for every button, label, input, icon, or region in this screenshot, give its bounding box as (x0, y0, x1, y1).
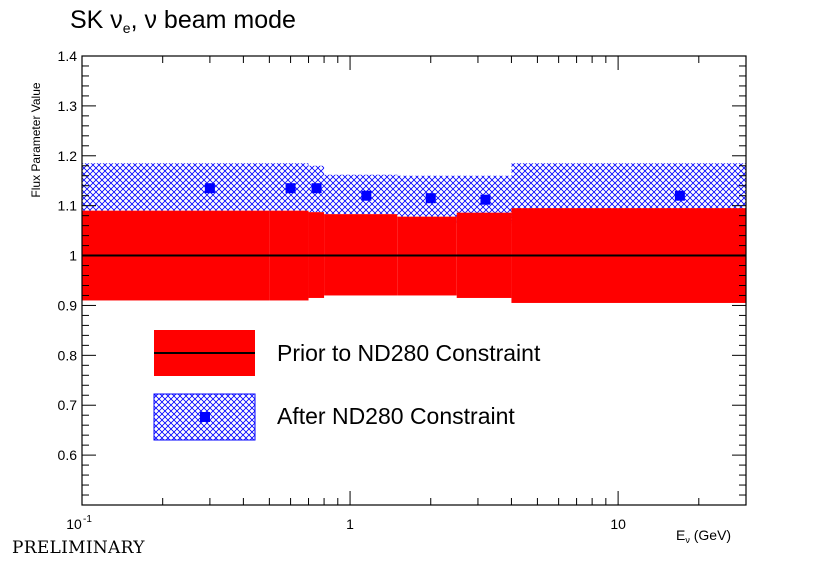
after-point-1 (285, 183, 296, 194)
after-band-bin-0 (82, 163, 270, 211)
after-point-4 (425, 193, 436, 204)
after-point-5 (480, 194, 491, 205)
legend-swatch-after-marker (200, 412, 210, 422)
after-point-3 (361, 190, 372, 201)
y-tick-label: 1.3 (58, 98, 78, 114)
y-tick-label: 0.9 (58, 297, 78, 313)
y-axis-label: Flux Parameter Value (29, 82, 43, 198)
preliminary-label: PRELIMINARY (12, 538, 145, 558)
x-tick-label: 1 (346, 516, 354, 532)
after-band-bin-3 (324, 174, 398, 215)
after-point-6 (674, 190, 685, 201)
x-tick-label: 10 (610, 516, 626, 532)
after-point-2 (311, 183, 322, 194)
chart-title: SK νe, ν beam mode (70, 6, 296, 36)
legend-label-prior: Prior to ND280 Constraint (277, 340, 541, 366)
legend-label-after: After ND280 Constraint (277, 403, 515, 429)
x-tick-label: 10 (66, 516, 82, 532)
y-tick-label: 1.1 (58, 198, 78, 214)
y-tick-label: 0.8 (58, 347, 78, 363)
y-tick-label: 0.6 (58, 447, 78, 463)
plot-frame (81, 55, 747, 506)
y-tick-label: 1.4 (58, 48, 78, 64)
y-tick-label: 1.2 (58, 148, 78, 164)
y-tick-label: 0.7 (58, 397, 78, 413)
x-axis-label: Eν (GeV) (676, 527, 732, 545)
after-point-0 (204, 183, 215, 194)
y-tick-label: 1 (69, 248, 77, 264)
x-tick-label-exponent: -1 (83, 514, 92, 525)
